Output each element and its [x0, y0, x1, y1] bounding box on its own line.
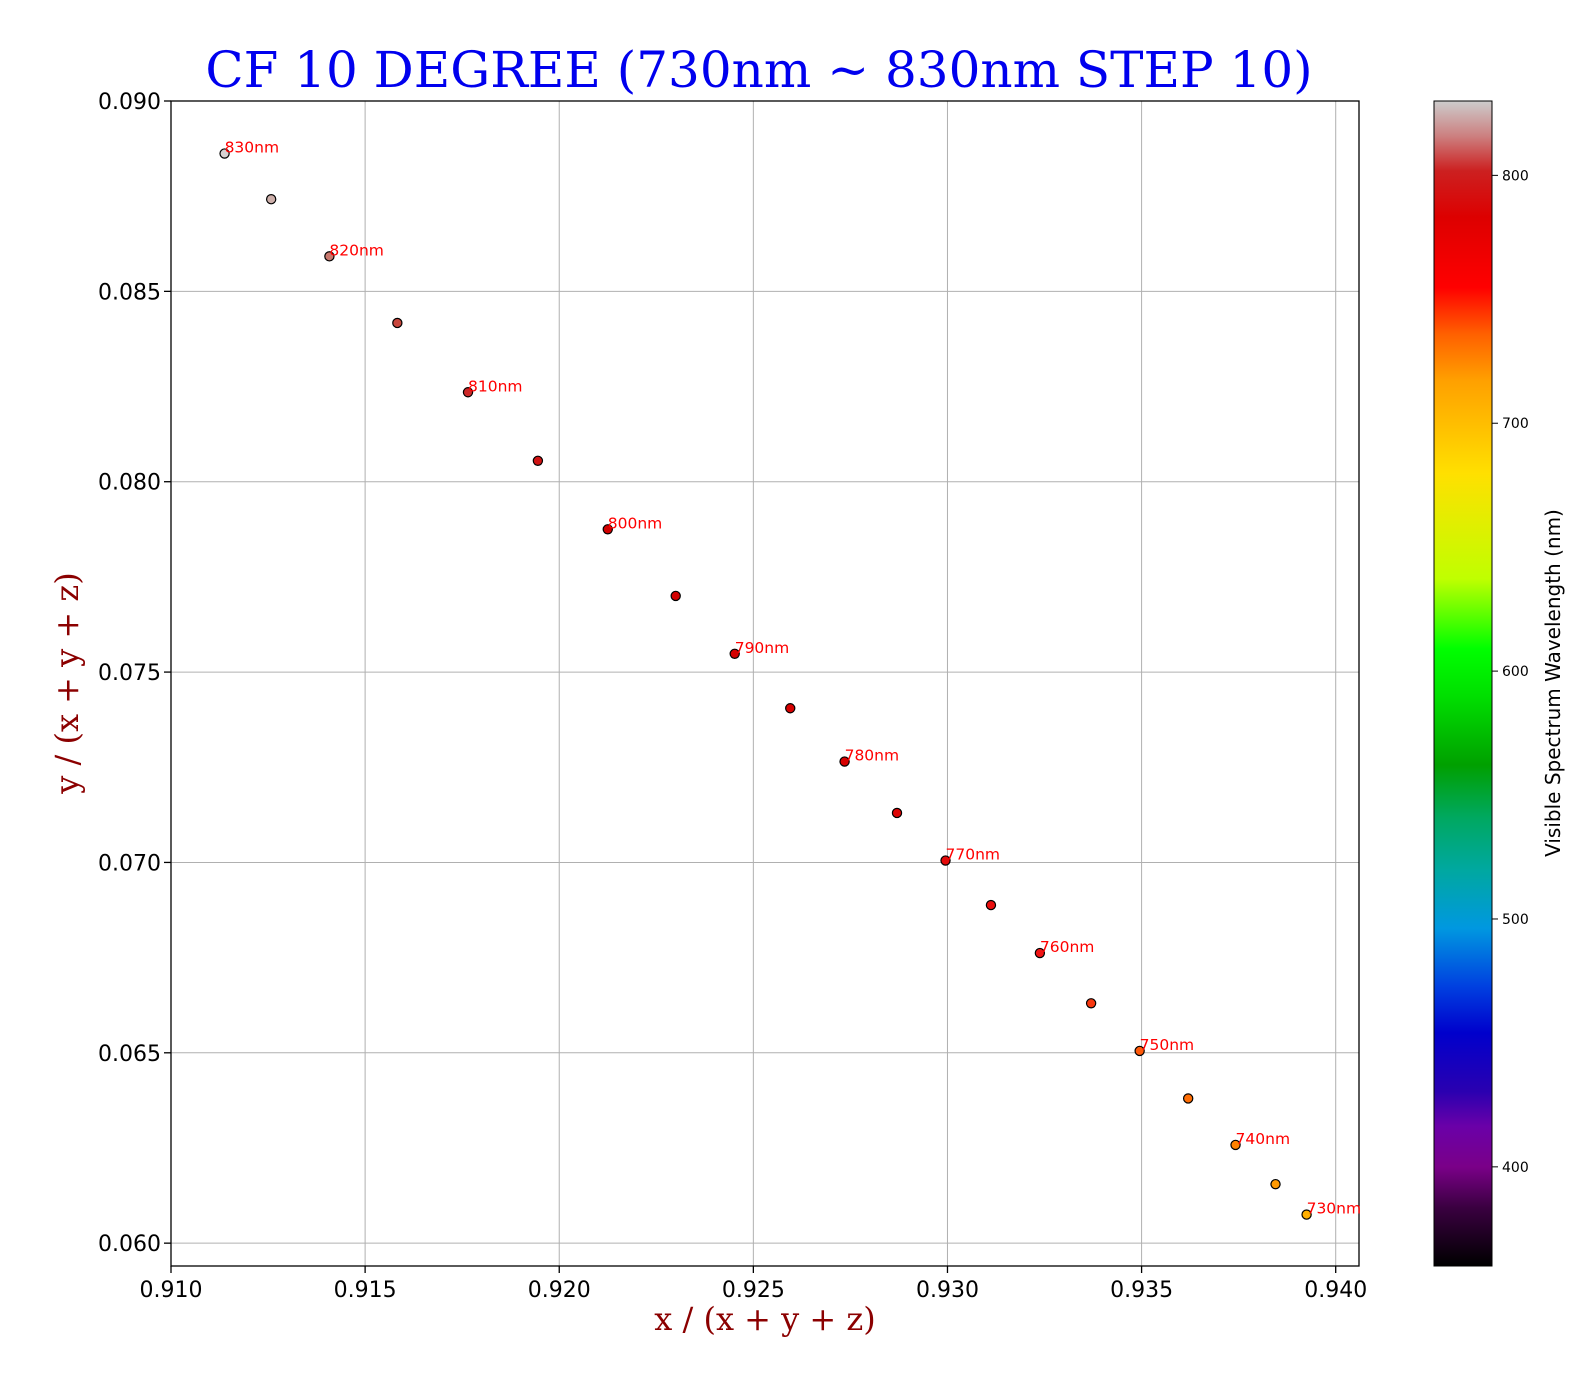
x-axis: 0.910 0.915 0.920 0.925 0.930 0.935 0.940 [140, 1266, 1367, 1303]
x-tick-label: 0.935 [1110, 1278, 1173, 1303]
scatter-point [265, 194, 277, 205]
plot-frame [170, 100, 1360, 1267]
x-tick-label: 0.930 [916, 1278, 979, 1303]
point-label: 740nm [1236, 1130, 1291, 1148]
colorbar-label: Visible Spectrum Wavelength (nm) [1541, 509, 1565, 857]
chart-title: CF 10 DEGREE (730nm ~ 830nm STEP 10) [205, 41, 1312, 99]
colorbar [1433, 100, 1493, 1267]
point-label: 800nm [608, 514, 663, 532]
x-tick-label: 0.920 [528, 1278, 591, 1303]
scatter-point [729, 648, 740, 660]
scatter-point [1270, 1178, 1281, 1190]
colorbar-tick-label: 600 [1502, 664, 1529, 680]
grid [170, 100, 1359, 1266]
x-axis-label: x / (x + y + z) [654, 1300, 875, 1338]
y-tick-label: 0.060 [98, 1232, 161, 1257]
y-tick-label: 0.065 [98, 1042, 161, 1067]
point-labels: 730nm 740nm 750nm 760nm 770nm 780nm 790nm 800nm… [225, 139, 1362, 1218]
scatter-points [219, 148, 1312, 1220]
scatter-point [785, 703, 796, 714]
point-label: 830nm [225, 139, 280, 157]
colorbar-tick-label: 800 [1502, 168, 1529, 184]
scatter-point [839, 756, 850, 767]
point-label: 730nm [1307, 1200, 1362, 1218]
x-tick-label: 0.940 [1304, 1278, 1367, 1303]
point-label: 770nm [946, 846, 1001, 864]
point-label: 760nm [1040, 938, 1095, 956]
point-label: 780nm [845, 747, 900, 765]
scatter-point [219, 148, 230, 159]
scatter-point [940, 855, 951, 866]
scatter-point [1034, 947, 1046, 959]
y-tick-label: 0.085 [98, 280, 161, 305]
scatter-point [670, 590, 681, 602]
x-tick-label: 0.910 [140, 1278, 203, 1303]
scatter-point [1182, 1093, 1194, 1104]
scatter-point [324, 251, 335, 262]
x-tick-label: 0.925 [722, 1278, 785, 1303]
y-tick-label: 0.080 [98, 471, 161, 496]
colorbar-tick-label: 500 [1502, 912, 1529, 928]
point-label: 790nm [735, 639, 790, 657]
y-tick-label: 0.090 [98, 90, 161, 115]
scatter-point [1301, 1209, 1312, 1220]
x-tick-label: 0.915 [334, 1278, 397, 1303]
colorbar-tick-label: 700 [1502, 416, 1529, 432]
colorbar-tick-label: 400 [1502, 1160, 1529, 1176]
scatter-point [602, 524, 613, 535]
scatter-point [392, 317, 403, 329]
scatter-point [891, 807, 903, 819]
y-tick-label: 0.070 [98, 851, 161, 876]
scatter-point [532, 455, 544, 466]
colorbar-ticks: 400 500 600 700 800 [1492, 168, 1529, 1176]
point-label: 820nm [329, 241, 384, 259]
y-tick-label: 0.075 [98, 661, 161, 686]
scatter-point [985, 899, 997, 911]
point-label: 810nm [468, 377, 523, 395]
y-axis: 0.060 0.065 0.070 0.075 0.080 0.085 0.090 [98, 90, 171, 1257]
scatter-point [462, 387, 474, 398]
point-label: 750nm [1140, 1036, 1195, 1054]
scatter-point [1085, 998, 1097, 1009]
scatter-point [1134, 1045, 1145, 1057]
scatter-point [1230, 1139, 1241, 1151]
y-axis-label: y / (x + y + z) [48, 572, 86, 794]
